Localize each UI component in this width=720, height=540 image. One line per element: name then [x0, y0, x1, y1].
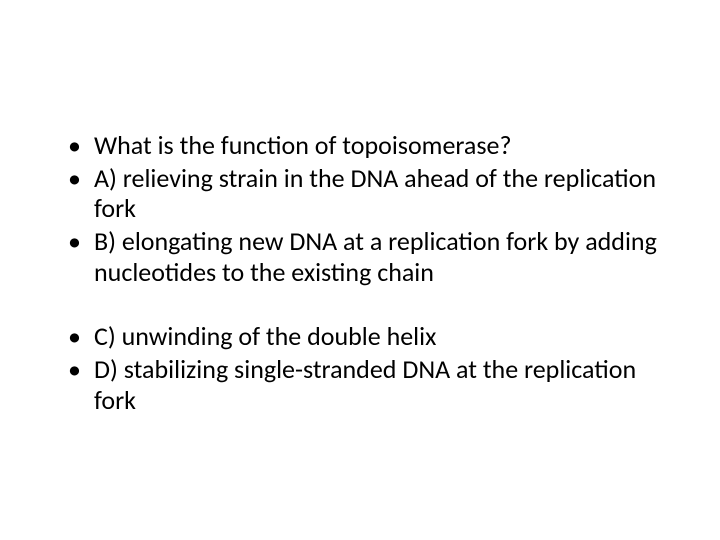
bullet-item: B) elongating new DNA at a replication f… [60, 226, 660, 287]
bullet-item: D) stabilizing single-stranded DNA at th… [60, 354, 660, 415]
bullet-item: A) relieving strain in the DNA ahead of … [60, 163, 660, 224]
bullet-list-2: C) unwinding of the double helix D) stab… [60, 321, 660, 415]
bullet-item: C) unwinding of the double helix [60, 321, 660, 352]
bullet-list-1: What is the function of topoisomerase? A… [60, 130, 660, 287]
spacer [60, 289, 660, 321]
bullet-item: What is the function of topoisomerase? [60, 130, 660, 161]
slide: What is the function of topoisomerase? A… [0, 0, 720, 540]
